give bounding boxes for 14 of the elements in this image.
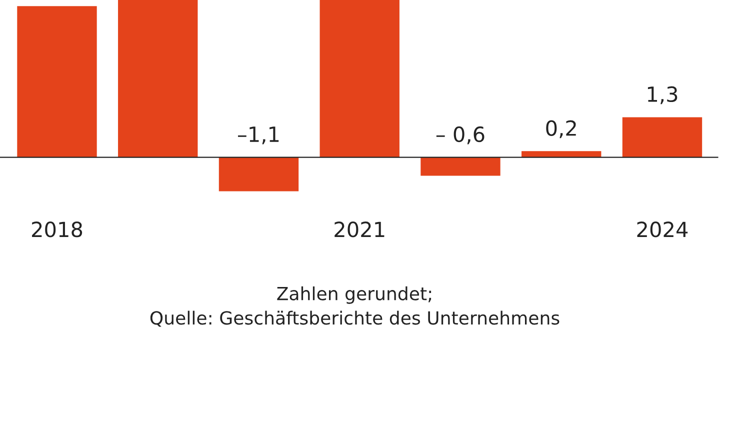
- bar: [622, 117, 702, 158]
- bar: [320, 0, 400, 158]
- x-tick-label: 2018: [32, 222, 82, 238]
- bar: [218, 157, 299, 192]
- x-tick-label: 2024: [637, 222, 688, 238]
- data-label: – 0,6: [436, 126, 484, 144]
- x-tick-label: 2021: [334, 222, 384, 238]
- bar: [17, 6, 97, 158]
- data-label: –1,1: [238, 126, 279, 144]
- bar: [420, 157, 500, 176]
- data-label: 1,3: [648, 86, 678, 104]
- data-label: 0,2: [546, 120, 576, 138]
- annotation: Zahlen gerundet; Quelle: Geschäftsberichte des Unternehmens: [150, 286, 560, 327]
- bar: [118, 0, 198, 158]
